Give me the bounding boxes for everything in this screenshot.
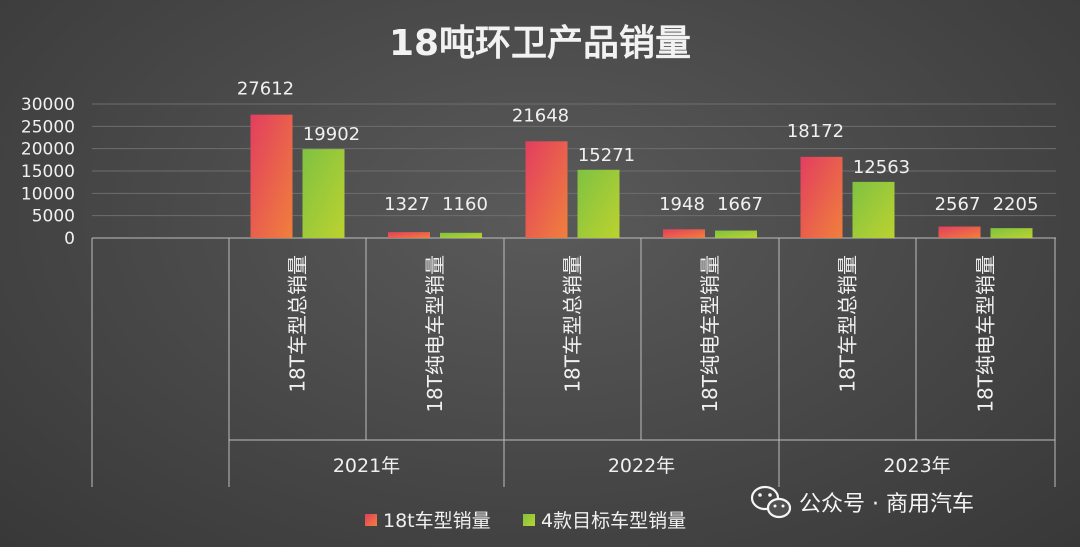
bar-series-2 [990, 228, 1033, 238]
data-label: 12563 [853, 157, 910, 178]
legend-swatch-series-2 [523, 514, 535, 526]
x-axis: 18T车型总销量 18T纯电车型销量 2021年 18T车型总销量 18T纯电车型销量 2… [91, 238, 1056, 487]
legend-label-series-2: 4款目标车型销量 [541, 510, 686, 532]
category-label: 18T车型总销量 [286, 255, 310, 393]
year-label: 2023年 [883, 455, 950, 477]
bar-series-1 [525, 141, 568, 238]
data-label: 2205 [993, 194, 1039, 215]
bar-series-2 [302, 149, 345, 238]
y-tick-label: 5000 [32, 207, 75, 227]
year-label: 2022年 [608, 455, 675, 477]
year-label: 2021年 [333, 455, 400, 477]
grid-lines [92, 103, 1056, 239]
data-label: 21648 [512, 105, 569, 126]
data-label: 1667 [717, 194, 763, 215]
data-label: 1948 [659, 194, 705, 215]
category-label: 18T纯电车型销量 [698, 255, 722, 413]
data-label: 18172 [787, 121, 844, 142]
data-label: 2567 [935, 194, 981, 215]
category-label: 18T车型总销量 [836, 255, 860, 393]
legend-swatch-series-1 [365, 514, 377, 526]
data-labels: 27612 19902 1327 1160 21648 15271 1948 1667 1817… [237, 79, 1039, 215]
bar-series-1 [938, 226, 981, 238]
data-label: 1160 [442, 194, 488, 215]
chart-title: 18吨环卫产品销量 [389, 23, 691, 64]
data-label: 15271 [578, 145, 635, 166]
bar-series-1 [250, 114, 293, 238]
watermark-text: 公众号 · 商用汽车 [799, 492, 974, 517]
legend-label-series-1: 18t车型销量 [383, 510, 491, 532]
category-label: 18T纯电车型销量 [423, 255, 447, 413]
category-label: 18T纯电车型销量 [974, 255, 998, 413]
bar-series-1 [663, 229, 705, 238]
bar-series-1 [800, 156, 843, 238]
y-tick-label: 30000 [21, 95, 75, 115]
bar-series-2 [715, 230, 757, 238]
bar-series-2 [577, 169, 620, 238]
category-label: 18T车型总销量 [561, 255, 585, 393]
y-tick-label: 25000 [21, 117, 75, 137]
bars [250, 114, 1033, 238]
data-label: 1327 [384, 194, 430, 215]
y-tick-label: 0 [64, 229, 75, 249]
y-tick-label: 20000 [21, 140, 75, 160]
data-label: 27612 [237, 79, 294, 100]
y-tick-label: 15000 [21, 162, 75, 182]
bar-series-2 [852, 181, 895, 238]
bar-series-2 [440, 232, 482, 238]
data-label: 19902 [303, 124, 360, 145]
bar-series-1 [388, 232, 430, 238]
y-tick-label: 10000 [21, 184, 75, 204]
watermark: 公众号 · 商用汽车 [750, 485, 974, 519]
wechat-icon [750, 485, 792, 519]
legend: 18t车型销量 4款目标车型销量 [365, 510, 686, 532]
